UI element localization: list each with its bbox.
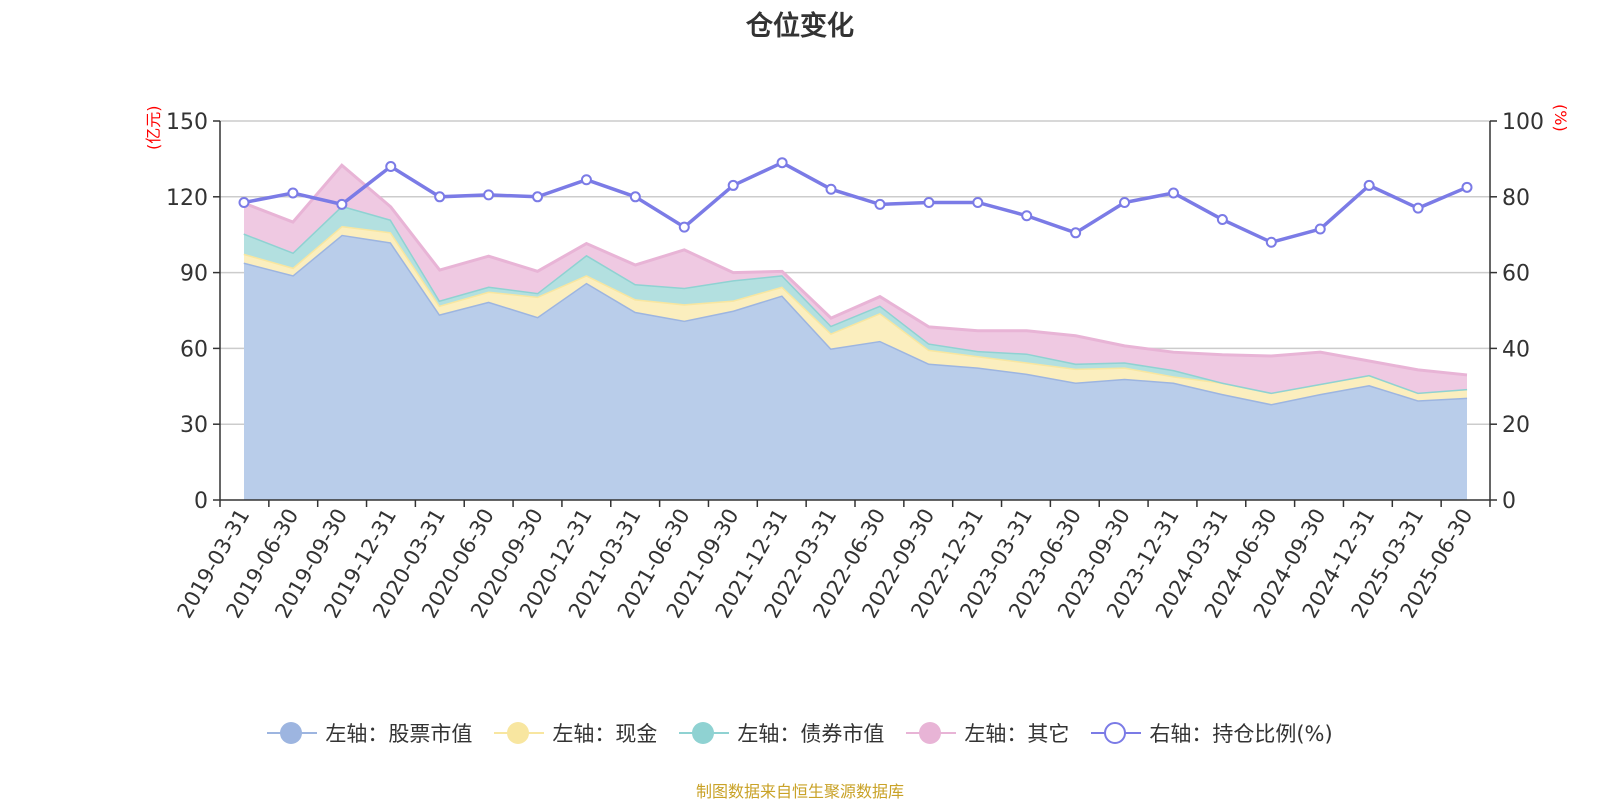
ratio-point-10 [727, 179, 739, 191]
ratio-point-0 [238, 196, 250, 208]
ratio-point-15 [972, 196, 984, 208]
right-tick-label-5: 100 [1502, 110, 1544, 135]
legend-swatch-icon [1091, 718, 1142, 748]
ratio-point-13 [874, 198, 886, 210]
legend-item-1[interactable]: 左轴：现金 [494, 718, 657, 748]
left-tick-label-1: 30 [180, 413, 208, 438]
left-tick-label-0: 0 [194, 489, 208, 514]
legend-swatch-icon [267, 718, 318, 748]
ratio-point-6 [532, 191, 544, 203]
area-series-0 [244, 234, 1467, 500]
ratio-point-12 [825, 183, 837, 195]
area-series-2 [244, 205, 1467, 393]
ratio-point-3 [385, 160, 397, 172]
area-series-1 [244, 225, 1467, 404]
ratio-line-path [243, 160, 1468, 245]
left-tick-label-3: 90 [180, 262, 208, 287]
left-tick-label-2: 60 [180, 337, 208, 362]
legend-swatch-icon [679, 718, 730, 748]
ratio-point-7 [580, 174, 592, 186]
legend-item-4[interactable]: 右轴：持仓比例(%) [1091, 718, 1333, 748]
left-tick-label-4: 120 [166, 186, 208, 211]
ratio-point-16 [1021, 210, 1033, 222]
ratio-point-21 [1265, 236, 1277, 248]
ratio-point-18 [1119, 196, 1131, 208]
area-edge-3 [243, 163, 1468, 377]
legend-label: 右轴：持仓比例(%) [1149, 722, 1333, 746]
legend-label: 左轴：债券市值 [737, 722, 885, 746]
right-tick-label-0: 0 [1502, 489, 1516, 514]
ratio-point-8 [629, 191, 641, 203]
ratio-point-19 [1167, 187, 1179, 199]
source-note: 制图数据来自恒生聚源数据库 [695, 782, 904, 801]
ratio-point-1 [287, 187, 299, 199]
stacked-areas [243, 163, 1468, 500]
legend-swatch-icon [494, 718, 545, 748]
right-axis-unit: (%) [1551, 104, 1570, 132]
ratio-point-2 [336, 198, 348, 210]
right-tick-label-1: 20 [1502, 413, 1530, 438]
legend: 左轴：股票市值 左轴：现金 左轴：债券市值 左轴：其它 右轴：持仓比例(%) [0, 718, 1600, 748]
right-tick-label-3: 60 [1502, 262, 1530, 287]
right-tick-label-2: 40 [1502, 337, 1530, 362]
ratio-point-11 [776, 157, 788, 169]
ratio-point-23 [1363, 179, 1375, 191]
ratio-point-9 [678, 221, 690, 233]
legend-label: 左轴：其它 [964, 722, 1070, 746]
ratio-point-5 [483, 189, 495, 201]
ratio-point-4 [434, 191, 446, 203]
legend-item-3[interactable]: 左轴：其它 [906, 718, 1069, 748]
left-axis-unit: (亿元) [144, 105, 163, 151]
legend-label: 左轴：现金 [552, 722, 658, 746]
ratio-point-14 [923, 196, 935, 208]
legend-label: 左轴：股票市值 [325, 722, 473, 746]
legend-item-2[interactable]: 左轴：债券市值 [679, 718, 884, 748]
chart-title: 仓位变化 [746, 11, 854, 42]
legend-swatch-icon [906, 718, 957, 748]
ratio-point-24 [1412, 202, 1424, 214]
ratio-point-20 [1216, 214, 1228, 226]
ratio-line [238, 157, 1473, 248]
ratio-point-17 [1070, 227, 1082, 239]
ratio-point-22 [1314, 223, 1326, 235]
chart-svg: 03060901201500204060801002019-03-312019-… [166, 110, 1544, 622]
legend-item-0[interactable]: 左轴：股票市值 [267, 718, 472, 748]
left-tick-label-5: 150 [166, 110, 208, 135]
ratio-point-25 [1461, 181, 1473, 193]
right-tick-label-4: 80 [1502, 186, 1530, 211]
